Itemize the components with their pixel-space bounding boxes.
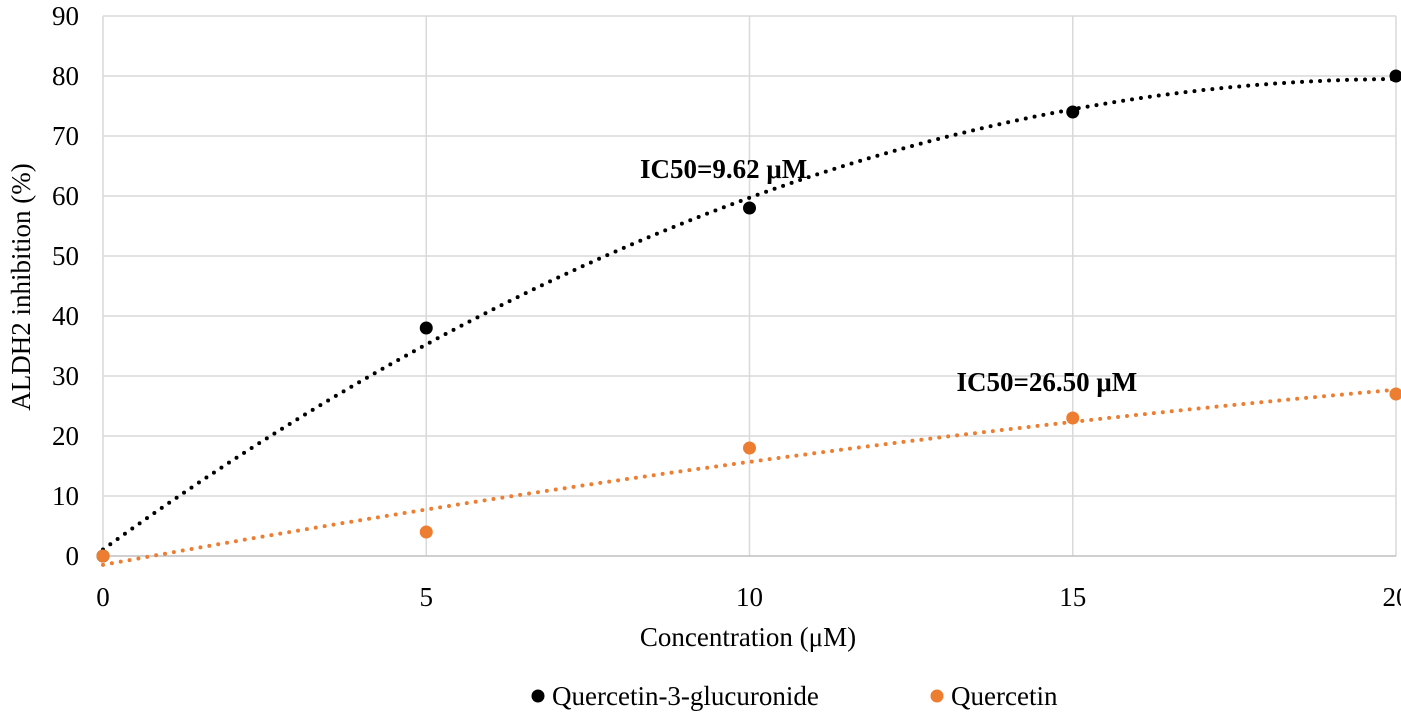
y-tick-label: 60 [52,181,79,211]
data-points [96,69,1401,563]
x-axis-title: Concentration (μM) [640,622,856,652]
trendlines [101,77,1398,567]
legend-label-quercetin-3-glucuronide: Quercetin-3-glucuronide [552,681,819,711]
legend-marker-quercetin-3-glucuronide [531,689,545,703]
legend: Quercetin-3-glucuronide Quercetin [531,681,1058,711]
y-tick-label: 90 [52,1,79,31]
trendline-1 [101,387,1398,567]
data-point [96,549,110,563]
y-tick-label: 0 [66,541,80,571]
data-point [743,201,756,215]
x-tick-label: 10 [736,582,763,612]
data-point [1389,69,1401,83]
ic50-annotation: IC50=26.50 μM [957,367,1138,397]
x-tick-label: 0 [96,582,110,612]
trendline-0 [101,77,1398,552]
data-point [743,441,756,455]
y-tick-label: 30 [52,361,79,391]
y-tick-label: 40 [52,301,79,331]
legend-label-quercetin: Quercetin [951,681,1058,711]
ic50-annotation: IC50=9.62 μM [640,154,807,184]
annotations: IC50=9.62 μM IC50=26.50 μM [640,154,1137,397]
x-tick-label: 15 [1059,582,1086,612]
y-tick-label: 70 [52,121,79,151]
x-tick-label: 20 [1383,582,1401,612]
x-tick-label: 5 [420,582,434,612]
data-point [419,321,433,335]
y-tick-label: 20 [52,421,79,451]
data-point [1066,411,1080,425]
data-point [419,525,433,539]
legend-marker-quercetin [930,689,944,703]
data-point [1389,387,1401,401]
y-axis-ticks: 0 10 20 30 40 50 60 70 80 90 [52,1,79,571]
y-tick-label: 80 [52,61,79,91]
data-point [1066,105,1080,119]
x-axis-ticks: 0 5 10 15 20 [96,582,1401,612]
y-tick-label: 10 [52,481,79,511]
y-tick-label: 50 [52,241,79,271]
y-axis-title: ALDH2 inhibition (%) [6,163,36,410]
gridlines [102,15,1397,557]
